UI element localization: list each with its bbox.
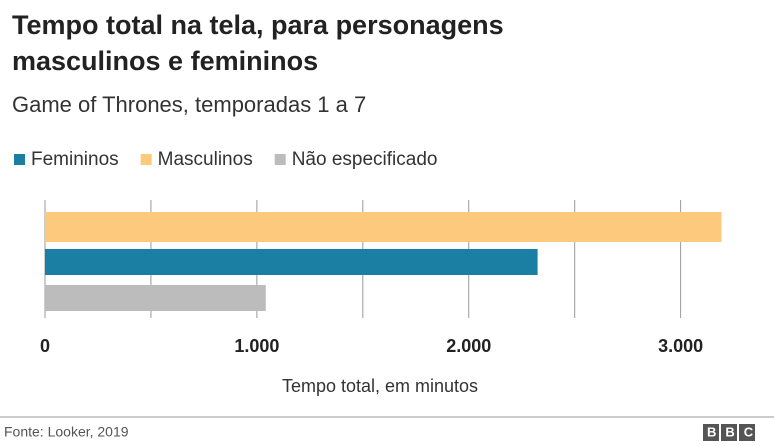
legend-swatch: [140, 154, 152, 165]
legend-label: Não especificado: [292, 149, 438, 170]
logo: BBC: [707, 424, 762, 439]
bar: [45, 249, 538, 275]
legend-label: Femininos: [31, 149, 119, 170]
x-tick-label: 1.000: [234, 336, 279, 356]
source: Fonte: Looker, 2019: [4, 424, 129, 440]
logo-box: [739, 424, 755, 441]
chart-title: Tempo total na tela, para personagens: [12, 10, 504, 40]
chart-subtitle: Game of Thrones, temporadas 1 a 7: [12, 92, 366, 117]
x-tick-label: 0: [40, 336, 50, 356]
logo-box: [721, 424, 737, 441]
x-tick-label: 2.000: [446, 336, 491, 356]
legend-label: Masculinos: [158, 149, 253, 170]
legend-swatch: [14, 154, 25, 165]
legend-swatch: [274, 154, 286, 165]
chart-title: masculinos e femininos: [12, 46, 318, 76]
x-axis-label: Tempo total, em minutos: [282, 376, 478, 396]
logo-box: [703, 424, 719, 441]
bar: [45, 285, 266, 311]
bar: [45, 212, 722, 242]
x-tick-label: 3.000: [658, 336, 703, 356]
